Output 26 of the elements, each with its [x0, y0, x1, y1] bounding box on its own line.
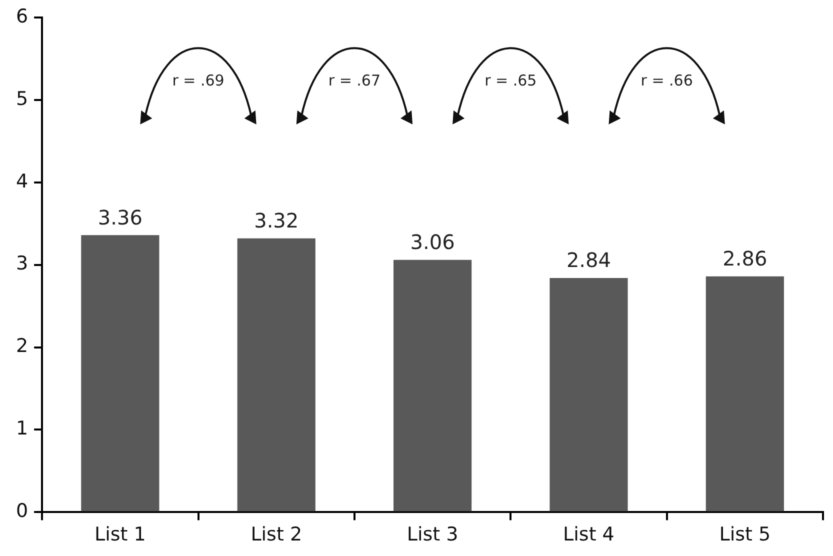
data-label: 3.32 [254, 208, 299, 233]
y-tick-label: 3 [16, 252, 28, 275]
bar [81, 235, 160, 512]
x-tick-label: List 2 [250, 524, 302, 546]
bar [550, 278, 628, 512]
bar [394, 260, 472, 512]
bar [706, 276, 784, 512]
data-label: 3.36 [98, 205, 142, 230]
y-tick-label: 2 [16, 335, 28, 358]
data-label: 3.06 [410, 230, 455, 254]
x-tick-label: List 5 [719, 524, 771, 546]
y-tick-label: 6 [16, 5, 28, 28]
annotation: r = .69 [172, 71, 224, 90]
x-tick-label: List 4 [563, 524, 614, 546]
y-tick-label: 5 [16, 88, 28, 110]
y-tick-label: 1 [16, 418, 28, 440]
bar [237, 238, 316, 512]
y-tick-label: 0 [16, 500, 28, 522]
data-label: 2.84 [566, 248, 611, 272]
annotation: r = .65 [484, 71, 537, 90]
annotation: r = .66 [640, 71, 693, 90]
annotation: r = .67 [328, 71, 381, 90]
y-tick-label: 4 [16, 170, 28, 192]
x-tick-label: List 3 [406, 524, 458, 546]
data-label: 2.86 [722, 246, 768, 271]
x-tick-label: List 1 [94, 524, 146, 546]
